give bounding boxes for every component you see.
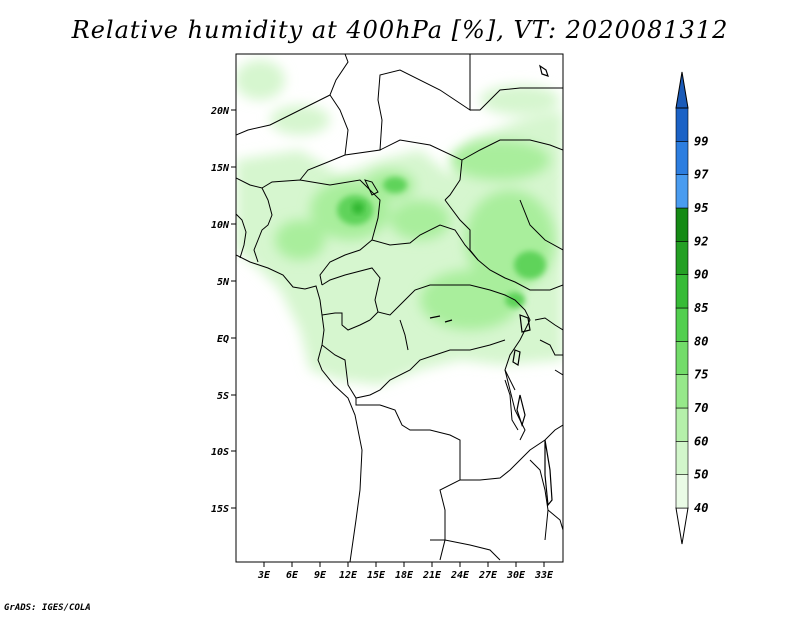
colorbar-label-92: 92 [694, 234, 708, 248]
lat-label-10s: 10S [211, 447, 229, 458]
colorbar-swatch-50 [675, 441, 689, 475]
credit-text: GrADS: IGES/COLA [4, 603, 91, 613]
lon-label-21e: 21E [422, 570, 442, 581]
colorbar-label-70: 70 [694, 401, 708, 415]
colorbar-swatch-80 [675, 307, 689, 342]
lon-axis: 3E 6E 9E 12E 15E 18E 21E 24E 27E 30E 33E [257, 562, 554, 581]
colorbar-swatch-90 [675, 241, 689, 275]
lat-label-5s: 5S [217, 391, 229, 402]
lon-label-24e: 24E [450, 570, 470, 581]
map-frame [235, 53, 564, 563]
lon-label-15e: 15E [367, 570, 386, 581]
lat-label-15s: 15S [211, 504, 229, 515]
borders [236, 54, 563, 562]
colorbar: 40 50 60 70 75 80 85 90 92 95 97 99 [675, 71, 709, 545]
lakes [429, 64, 553, 507]
colorbar-swatch-99 [675, 107, 689, 142]
colorbar-label-85: 85 [694, 301, 708, 315]
colorbar-swatch-70 [675, 374, 689, 409]
colorbar-label-99: 99 [694, 134, 708, 148]
lon-label-30e: 30E [506, 570, 526, 581]
colorbar-label-75: 75 [694, 368, 708, 382]
colorbar-label-80: 80 [694, 334, 708, 348]
lat-label-10n: 10N [211, 220, 230, 231]
colorbar-label-90: 90 [694, 268, 708, 282]
colorbar-bottom-arrow [675, 507, 689, 545]
map-title: Relative humidity at 400hPa [%], VT: 202… [71, 16, 729, 44]
colorbar-label-97: 97 [694, 168, 709, 182]
colorbar-label-95: 95 [694, 201, 708, 215]
colorbar-swatch-40 [675, 474, 689, 509]
lat-label-5n: 5N [217, 277, 230, 288]
colorbar-swatch-60 [675, 407, 689, 442]
lon-label-33e: 33E [534, 570, 554, 581]
colorbar-swatch-75 [675, 341, 689, 375]
colorbar-label-60: 60 [694, 434, 708, 448]
colorbar-swatch-85 [675, 274, 689, 309]
colorbar-swatch-92 [675, 207, 689, 242]
lon-label-6e: 6E [286, 570, 299, 581]
lon-label-27e: 27E [478, 570, 498, 581]
lon-label-18e: 18E [395, 570, 414, 581]
colorbar-label-40: 40 [694, 501, 708, 515]
lat-label-15n: 15N [211, 163, 230, 174]
colorbar-swatch-97 [675, 141, 689, 175]
colorbar-label-50: 50 [694, 468, 708, 482]
lat-label-20n: 20N [210, 106, 230, 117]
lon-label-3e: 3E [257, 570, 271, 581]
lon-label-12e: 12E [339, 570, 358, 581]
colorbar-swatch-95 [675, 174, 689, 209]
lat-label-eq: EQ [217, 334, 229, 345]
humidity-field [236, 54, 563, 562]
colorbar-top-arrow [675, 71, 689, 109]
lon-label-9e: 9E [314, 570, 327, 581]
lat-axis: 20N 15N 10N 5N EQ 5S 10S 15S [210, 106, 236, 515]
